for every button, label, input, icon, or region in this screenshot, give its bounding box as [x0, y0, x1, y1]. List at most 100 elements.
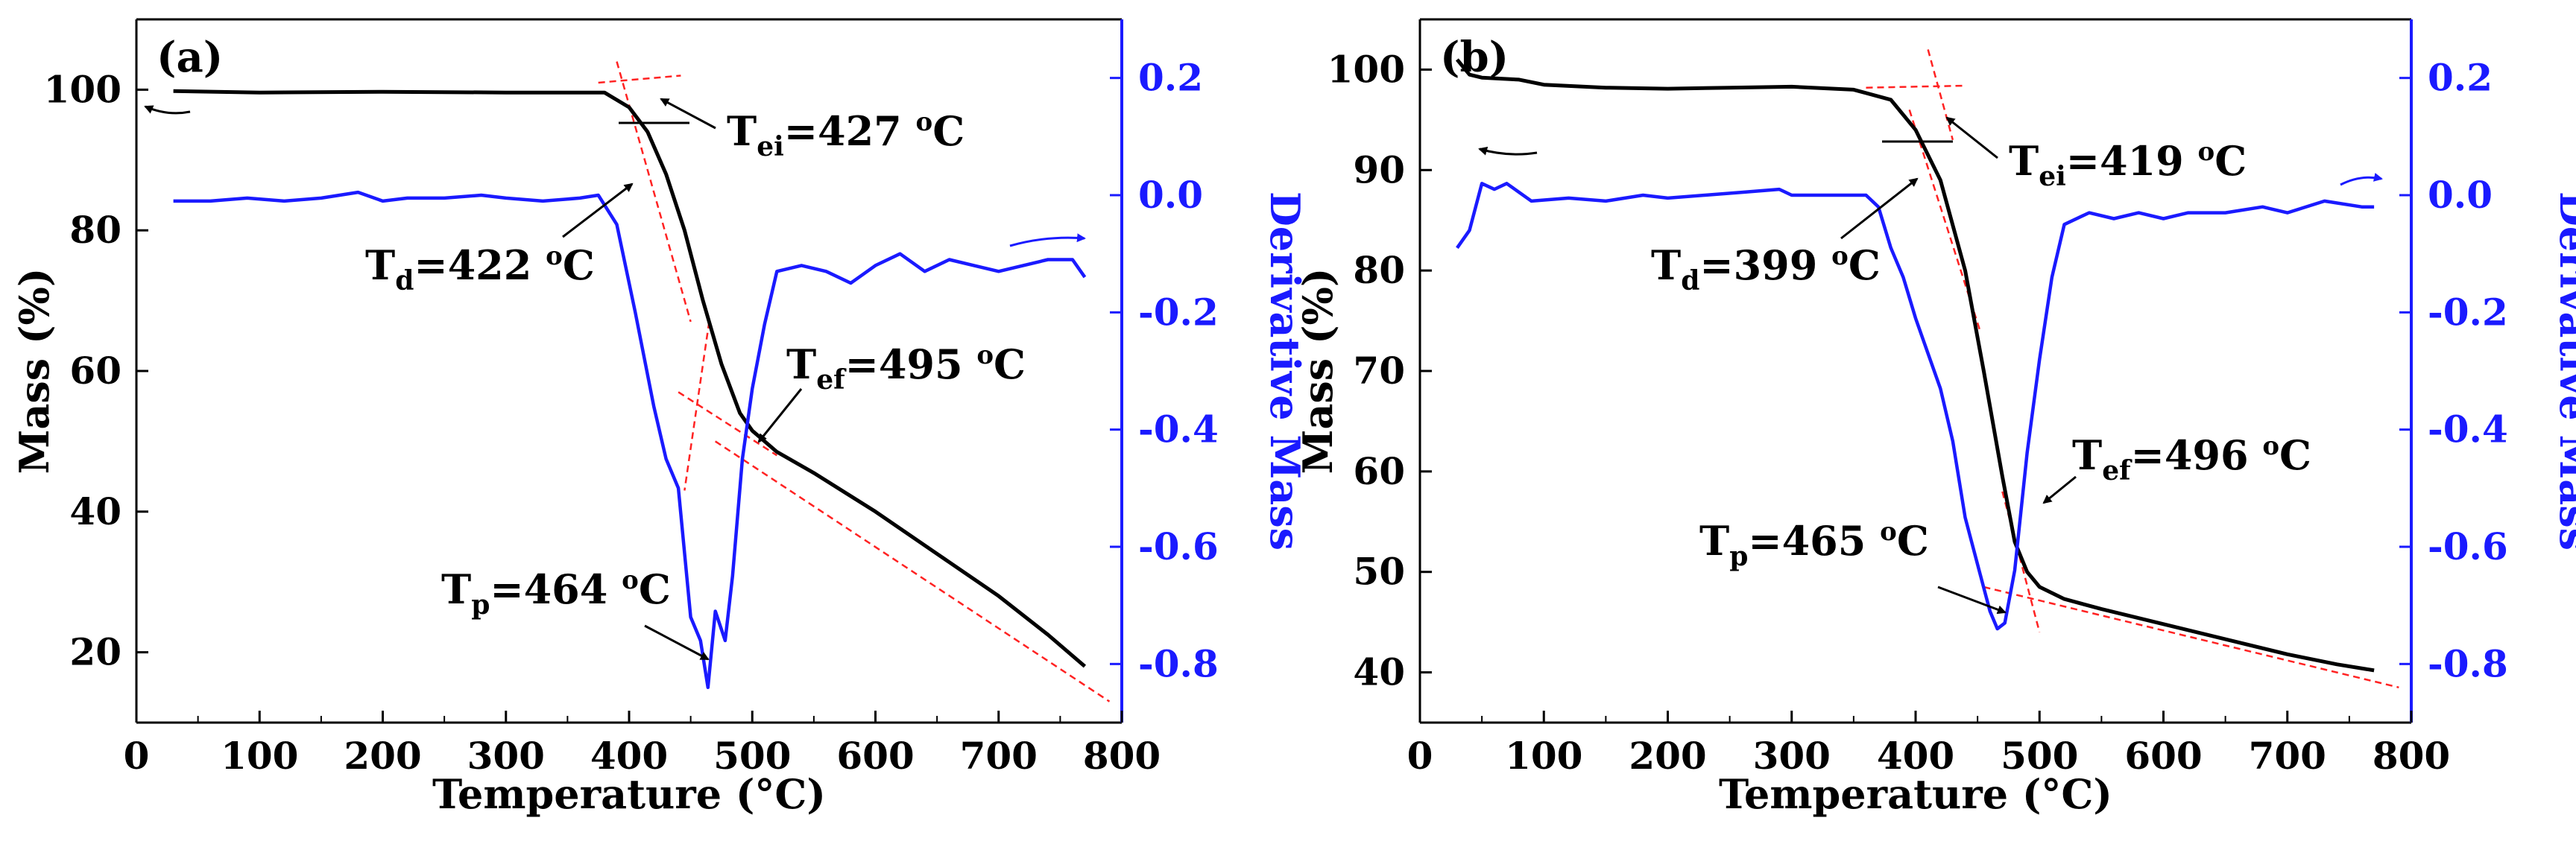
derivative-curve: [1456, 182, 2375, 631]
annotation-td-value: =422: [414, 241, 546, 289]
annotation-tp-base: T: [441, 565, 471, 613]
y-right-tick-label: -0.4: [1138, 407, 1219, 451]
annotation-td-unit: C: [563, 241, 595, 289]
annotation-tp-arrow-icon: [1937, 586, 2007, 615]
x-tick-label: 100: [221, 734, 298, 778]
tangent-line: [616, 61, 692, 323]
annotation-td-unit: C: [1849, 241, 1881, 289]
y-left-axis-title: Mass (%): [10, 268, 58, 475]
x-tick-label: 300: [1753, 734, 1831, 778]
annotation-tei-unit: C: [932, 107, 965, 155]
annotation-tef-sup: o: [976, 340, 994, 370]
mass-curve: [173, 89, 1087, 668]
annotation-tef-unit: C: [994, 340, 1026, 388]
y-right-tick-label: 0.0: [1138, 173, 1203, 217]
annotation-tp-base: T: [1699, 517, 1729, 565]
y-left-tick-label: 20: [69, 630, 121, 674]
y-left-axis-title: Mass (%): [1294, 268, 1342, 475]
annotation-tei-value: =427: [784, 107, 916, 155]
derivative-axis-arrow-icon: [1009, 233, 1086, 247]
x-tick-label: 700: [2249, 734, 2326, 778]
derivative-axis-arrow-icon: [2340, 173, 2383, 186]
y-left-tick-label: 80: [69, 208, 121, 252]
annotation-td-sup: o: [546, 241, 563, 271]
y-right-tick-label: -0.8: [2428, 641, 2508, 685]
annotation-td-arrow-icon: [562, 183, 634, 238]
y-right-tick-label: -0.2: [2428, 290, 2508, 334]
annotation-tp-unit: C: [639, 565, 671, 613]
y-left-tick-label: 60: [69, 349, 121, 393]
annotation-td-sub: d: [395, 265, 414, 296]
x-tick-label: 400: [1877, 734, 1954, 778]
annotation-tp-sup: o: [622, 565, 639, 595]
annotation-tp-sub: p: [471, 589, 490, 621]
mass-curve: [1455, 58, 2375, 673]
y-left-tick-label: 40: [1353, 650, 1405, 694]
x-tick-label: 700: [960, 734, 1038, 778]
y-left-tick-label: 100: [1328, 47, 1405, 91]
mass-axis-arrow-icon: [144, 105, 191, 115]
panel-label: (a): [157, 33, 223, 82]
annotation-tef-sub: ef: [2102, 455, 2133, 486]
annotation-tef-base: T: [2072, 431, 2102, 479]
annotation-tef: Tef=496 oC: [2072, 431, 2311, 486]
derivative-curve: [173, 190, 1087, 690]
y-left-tick-label: 90: [1353, 147, 1405, 191]
annotation-tef-value: =496: [2131, 431, 2263, 479]
tangent-line: [1866, 84, 1966, 89]
annotation-tp-value: =464: [490, 565, 622, 613]
x-tick-label: 500: [713, 734, 791, 778]
annotation-tef-unit: C: [2279, 431, 2311, 479]
y-right-tick-label: -0.6: [2428, 524, 2508, 568]
y-left-tick-label: 80: [1353, 248, 1405, 292]
x-axis-title: Temperature (°C): [432, 770, 826, 818]
annotation-tei-unit: C: [2214, 137, 2247, 185]
x-tick-label: 600: [2124, 734, 2202, 778]
x-tick-label: 800: [1083, 734, 1161, 778]
mass-axis-arrow-icon: [1478, 146, 1538, 156]
annotation-tp-unit: C: [1897, 517, 1929, 565]
y-right-axis-title: Derivative Mass: [1261, 191, 1309, 551]
x-tick-label: 500: [2001, 734, 2078, 778]
annotation-tei: Tei=427 oC: [727, 107, 965, 162]
annotation-td-sup: o: [1831, 241, 1849, 271]
tangent-line: [714, 440, 1111, 702]
panel-a: 0 100 200 300 400 500 600 700 800 20 40 60 80 100 0.2 0…: [10, 18, 1309, 818]
annotation-tei-base: T: [2009, 137, 2039, 185]
annotation-tei-arrow-icon: [1945, 116, 1998, 159]
tangent-line: [598, 74, 681, 84]
annotation-tef-arrow-icon: [2042, 475, 2077, 504]
annotation-tp: Tp=465 oC: [1699, 517, 1929, 572]
x-tick-label: 0: [124, 734, 150, 778]
annotation-tei: Tei=419 oC: [2009, 137, 2247, 192]
annotation-tef-sup: o: [2262, 431, 2279, 461]
y-right-tick-label: -0.2: [1138, 290, 1219, 334]
annotation-tp-sup: o: [1880, 517, 1897, 547]
y-right-tick-label: -0.4: [2428, 407, 2508, 451]
annotation-tef-base: T: [786, 340, 816, 388]
x-tick-label: 200: [344, 734, 421, 778]
annotation-tp-value: =465: [1748, 517, 1880, 565]
annotation-tp-arrow-icon: [644, 624, 710, 661]
tangent-line: [1927, 49, 1954, 141]
annotation-tef-arrow-icon: [757, 388, 803, 443]
x-tick-label: 0: [1407, 734, 1433, 778]
y-left-tick-label: 70: [1353, 349, 1405, 393]
annotation-tei-sub: ei: [757, 131, 784, 162]
annotation-td-base: T: [365, 241, 395, 289]
annotation-tei-sub: ei: [2039, 161, 2066, 192]
annotation-tei-value: =419: [2066, 137, 2198, 185]
annotation-tei-sup: o: [2198, 137, 2215, 167]
annotation-tp-sub: p: [1729, 541, 1748, 572]
tangent-line: [1983, 586, 2399, 689]
tangent-line: [684, 321, 710, 491]
y-right-tick-label: 0.0: [2428, 173, 2493, 217]
y-left-tick-label: 40: [69, 489, 121, 533]
annotation-td-base: T: [1651, 241, 1681, 289]
y-right-tick-label: 0.2: [1138, 56, 1203, 100]
x-tick-label: 600: [836, 734, 914, 778]
panel-b: 0 100 200 300 400 500 600 700 800 40 50 60 70 80 90 100…: [1294, 18, 2576, 818]
x-tick-label: 800: [2373, 734, 2450, 778]
annotation-tei-sup: o: [916, 107, 933, 137]
